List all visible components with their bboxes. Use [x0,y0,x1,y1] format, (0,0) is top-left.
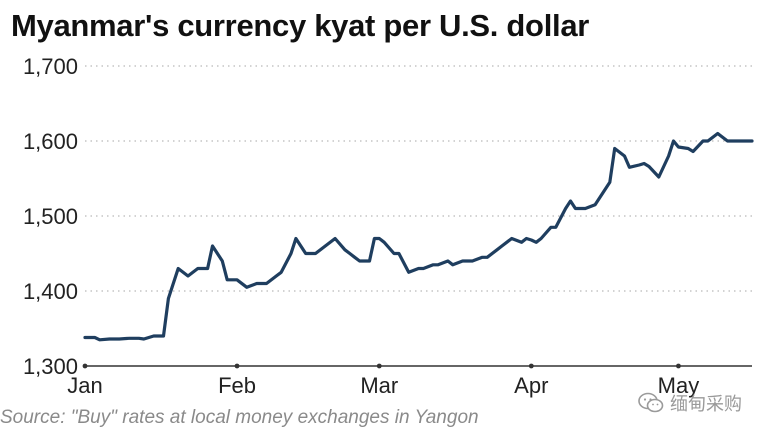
x-tick-label: Jan [67,373,102,398]
wechat-icon [638,392,664,413]
series-line [83,131,754,342]
watermark-text: 缅甸采购 [670,394,742,415]
y-tick-label: 1,600 [23,129,78,154]
x-tick-mark [376,363,382,369]
source-note: Source: "Buy" rates at local money excha… [0,407,479,428]
watermark: 缅甸采购 [638,390,742,416]
y-tick-label: 1,400 [23,279,78,304]
x-tick-mark [82,363,88,369]
x-tick-label: Feb [218,373,256,398]
y-tick-label: 1,700 [23,54,78,79]
y-tick-label: 1,300 [23,354,78,379]
x-tick-label: Mar [360,373,398,398]
x-tick-mark [676,363,681,369]
x-tick-mark [234,363,240,369]
x-tick-mark [528,363,534,369]
x-tick-label: Apr [514,373,548,398]
y-tick-label: 1,500 [23,204,78,229]
chart-title: Myanmar's currency kyat per U.S. dollar [11,8,590,43]
x-tick-label: May [658,373,700,398]
